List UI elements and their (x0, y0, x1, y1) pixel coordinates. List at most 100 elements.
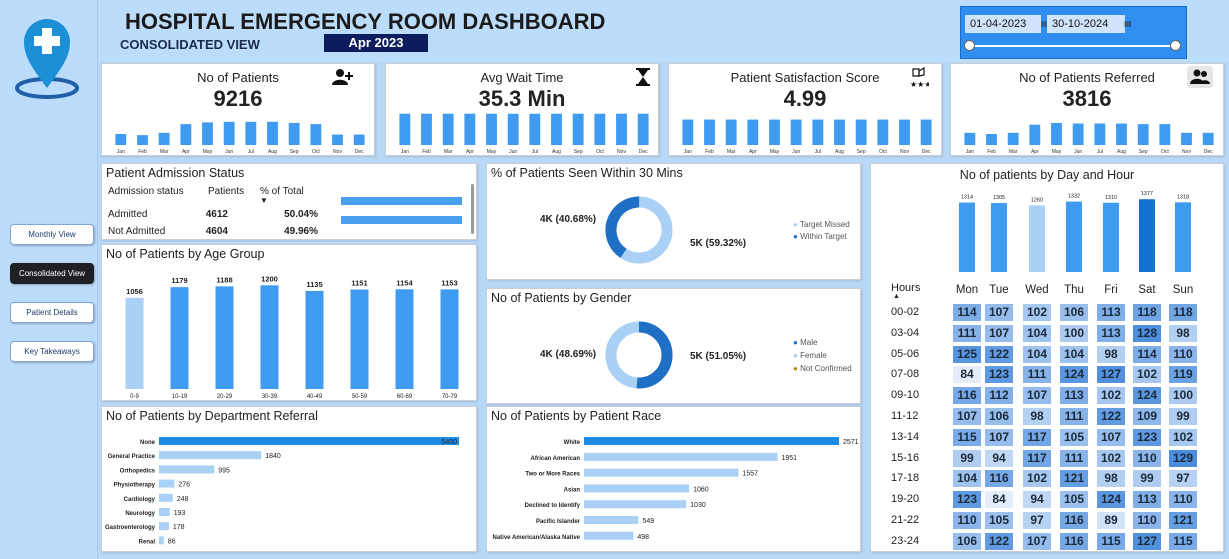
sort-ascending-icon[interactable]: ▲ (893, 293, 900, 300)
kpi-month-bar (486, 113, 497, 145)
heatmap-cell: 115 (953, 428, 981, 446)
monthly-view-button[interactable]: Monthly View (10, 224, 94, 245)
month-tick-label: Mar (727, 149, 736, 154)
heatmap-cell: 104 (953, 470, 981, 488)
column-header: Admission status (108, 186, 184, 197)
race-chart: White 2571 African American 1951 Two or More… (493, 437, 859, 541)
day-total-bar (1103, 202, 1119, 272)
heatmap-cell: 107 (985, 324, 1013, 342)
header: HOSPITAL EMERGENCY ROOM DASHBOARD CONSOL… (98, 0, 1229, 62)
bar-value-label: 248 (177, 496, 189, 503)
heatmap-cell: 111 (953, 324, 981, 342)
month-tick-label: Aug (835, 149, 844, 154)
heatmap-cell: 124 (1097, 491, 1125, 509)
month-tick-label: Jul (815, 149, 821, 154)
bar-value-label: 1179 (171, 276, 187, 285)
slider-start-handle[interactable] (964, 40, 975, 51)
day-total-bar (1139, 199, 1155, 272)
admission-bar (341, 216, 462, 224)
heatmap-cell: 123 (985, 366, 1013, 384)
heatmap-cell: 122 (985, 532, 1013, 550)
category-label: Declined to Identify (525, 503, 581, 509)
kpi-value: 35.3 Min (478, 86, 566, 111)
month-tick-label: Nov (333, 149, 342, 154)
day-column-header: Wed (1025, 284, 1049, 296)
hour-row-label: 03-04 (891, 326, 920, 339)
heatmap-cell: 110 (1133, 449, 1161, 467)
heatmap-cell: 102 (1169, 428, 1197, 446)
heatmap-cell: 110 (1169, 345, 1197, 363)
sort-descending-icon[interactable]: ▼ (260, 196, 268, 205)
kpi-month-bar (421, 113, 432, 145)
heatmap-cell: 98 (1097, 345, 1125, 363)
horizontal-bar (584, 516, 639, 524)
kpi-month-bar (1051, 122, 1062, 145)
kpi-value: 3816 (1062, 86, 1112, 111)
day-total-bar (1029, 205, 1045, 272)
day-total-bar (959, 202, 975, 272)
month-tick-label: Jul (1097, 149, 1103, 154)
bar-value-label: 1056 (126, 287, 143, 296)
consolidated-view-button[interactable]: Consolidated View (10, 263, 94, 284)
patient-details-button[interactable]: Patient Details (10, 302, 94, 323)
heatmap-cell: 115 (1169, 532, 1197, 550)
heatmap-cell: 102 (1097, 387, 1125, 405)
scrollbar[interactable] (471, 184, 474, 234)
legend-item: ● Female (793, 351, 827, 360)
month-tick-label: Mar (160, 149, 169, 154)
category-label: African American (531, 456, 581, 462)
category-label: Renal (139, 539, 156, 545)
heatmap-cell: 118 (1169, 304, 1197, 321)
day-column-header: Fri (1104, 284, 1118, 296)
month-tick-label: Oct (1161, 149, 1169, 154)
key-takeaways-button[interactable]: Key Takeaways (10, 341, 94, 362)
age-bar (350, 289, 369, 389)
kpi-month-bar (682, 119, 694, 145)
donut-left-label: 4K (40.68%) (540, 214, 597, 225)
date-to-input[interactable]: 30-10-2024 (1047, 15, 1125, 33)
period-badge: Apr 2023 (324, 34, 428, 52)
donut-left-label: 4K (48.69%) (540, 349, 597, 360)
date-from-input[interactable]: 01-04-2023 (965, 15, 1041, 33)
day-total-bar (1175, 202, 1191, 272)
slider-end-handle[interactable] (1170, 40, 1181, 51)
hour-row-label: 15-16 (891, 451, 920, 464)
legend-label: Male (800, 338, 818, 347)
kpi-month-bar (267, 121, 278, 145)
month-tick-label: Jul (532, 149, 538, 154)
kpi-month-bar (855, 119, 867, 145)
horizontal-bar (584, 531, 634, 540)
heatmap-cell: 123 (1133, 428, 1161, 446)
month-tick-label: Aug (268, 149, 277, 154)
month-tick-label: May (770, 149, 780, 154)
heatmap-cell: 107 (1023, 387, 1051, 405)
heatmap-cell: 104 (1060, 345, 1088, 363)
date-range-slicer[interactable]: 01-04-2023 ▤ 30-10-2024 ▤ (960, 6, 1187, 59)
month-tick-label: May (487, 149, 497, 154)
age-bar (395, 289, 414, 389)
seen-within-30-donut (605, 196, 673, 264)
kpi-month-bar (1202, 132, 1214, 145)
kpi-month-bar (877, 119, 889, 145)
age-bar (440, 289, 459, 389)
heatmap-cell: 102 (1133, 366, 1161, 384)
hours-header: Hours (891, 282, 921, 294)
category-tick-label: 10-19 (172, 394, 188, 400)
heatmap-cell: 116 (1060, 512, 1088, 529)
section-title: Patient Admission Status (106, 166, 245, 180)
heatmap-cell: 113 (1097, 304, 1125, 321)
month-tick-label: Sep (574, 149, 583, 154)
kpi-month-bar (725, 119, 737, 145)
heatmap-cell: 127 (1133, 532, 1161, 550)
age-bar (215, 286, 234, 389)
month-tick-label: May (1052, 149, 1062, 154)
heatmap-cell: 107 (985, 304, 1013, 321)
heatmap-cell: 111 (1060, 408, 1088, 425)
month-tick-label: Apr (466, 149, 474, 154)
kpi-month-bar (332, 134, 343, 145)
category-label: Two or More Races (525, 472, 580, 478)
heatmap-cell: 124 (1133, 387, 1161, 405)
kpi-month-bar (899, 119, 910, 145)
horizontal-bar (159, 451, 262, 460)
hour-row-label: 23-24 (891, 534, 920, 547)
